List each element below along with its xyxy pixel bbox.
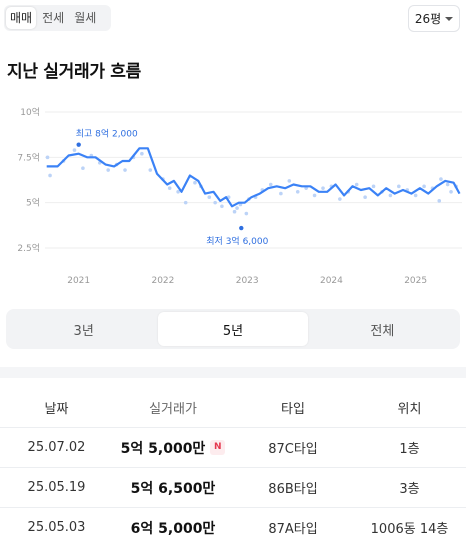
transaction-table: 날짜 실거래가 타입 위치 25.07.02 5억 5,000만 N 87C타입… <box>0 388 466 542</box>
scatter-point <box>295 189 300 194</box>
x-tick-label: 2023 <box>236 276 259 286</box>
size-dropdown-value: 26평 <box>414 12 442 26</box>
scatter-point <box>449 189 453 194</box>
scatter-point <box>176 189 180 194</box>
row-type: 87C타입 <box>268 442 318 457</box>
scatter-point <box>312 193 317 198</box>
scatter-point <box>106 168 110 172</box>
table-row[interactable]: 25.05.19 5억 6,500만 86B타입 3층 <box>0 468 466 508</box>
table-row[interactable]: 25.07.02 5억 5,000만 N 87C타입 1층 <box>0 428 466 468</box>
scatter-point <box>321 186 325 190</box>
max-point <box>76 142 81 147</box>
min-annotation-label: 최저 3억 6,000 <box>206 235 268 247</box>
tab-sale[interactable]: 매매 <box>6 7 37 29</box>
price-trend-chart: 10억 7.5억 5억 2.5억 2021 2022 2023 2024 2025 최고 8억 2… <box>17 106 462 286</box>
chevron-down-icon <box>445 16 454 21</box>
scatter-point <box>354 182 359 187</box>
tab-monthly-rent[interactable]: 월세 <box>74 11 97 25</box>
max-annotation-label: 최고 8억 2,000 <box>76 128 138 140</box>
row-location: 1006동 14층 <box>370 522 449 537</box>
x-tick-label: 2021 <box>67 276 90 286</box>
section-divider <box>0 367 466 378</box>
scatter-point <box>445 182 450 187</box>
header-date: 날짜 <box>44 402 69 417</box>
scatter-point <box>213 200 217 205</box>
row-price: 5억 5,000만 N <box>113 438 233 458</box>
scatter-point <box>413 193 418 198</box>
scatter-point <box>148 168 153 172</box>
row-location: 1층 <box>399 442 420 457</box>
scatter-point <box>363 195 367 200</box>
size-dropdown[interactable]: 26평 <box>408 5 460 32</box>
y-tick-label: 2.5억 <box>17 242 40 254</box>
scatter-point <box>268 182 273 187</box>
row-price-value: 5억 5,000만 <box>120 440 206 457</box>
scatter-point <box>123 168 127 172</box>
row-price: 5억 6,500만 <box>113 478 233 498</box>
row-date: 25.05.03 <box>27 520 86 535</box>
row-date: 25.05.19 <box>27 480 86 495</box>
row-location: 3층 <box>399 482 420 497</box>
period-selector: 3년 5년 전체 <box>6 309 460 349</box>
y-tick-label: 10억 <box>20 106 40 118</box>
scatter-point <box>232 209 237 214</box>
scatter-point <box>279 191 283 196</box>
table-header-row: 날짜 실거래가 타입 위치 <box>0 388 466 428</box>
x-tick-label: 2024 <box>320 276 343 286</box>
table-row[interactable]: 25.05.03 6억 5,000만 87A타입 1006동 14층 <box>0 508 466 542</box>
scatter-point <box>235 206 239 210</box>
scatter-point <box>167 186 172 190</box>
scatter-point <box>338 197 342 201</box>
period-3y-button[interactable]: 3년 <box>73 323 94 339</box>
row-date: 25.07.02 <box>27 440 86 455</box>
header-location: 위치 <box>397 402 422 417</box>
x-tick-label: 2025 <box>404 276 427 286</box>
scatter-point <box>388 193 393 198</box>
price-line <box>46 147 461 208</box>
tab-jeonse[interactable]: 전세 <box>42 11 65 25</box>
deal-type-tabs: 매매 전세 월세 <box>4 5 111 31</box>
scatter-point <box>81 166 85 171</box>
min-point <box>239 225 244 231</box>
scatter-point <box>397 184 401 189</box>
scatter-point <box>244 211 249 216</box>
new-badge: N <box>210 440 226 455</box>
period-5y-button[interactable]: 5년 <box>158 312 308 346</box>
y-tick-label: 5억 <box>26 197 40 209</box>
x-tick-label: 2022 <box>151 276 174 286</box>
period-all-button[interactable]: 전체 <box>370 323 395 339</box>
row-price: 6억 5,000만 <box>113 518 233 538</box>
scatter-point <box>48 173 52 178</box>
row-type: 86B타입 <box>268 482 318 497</box>
section-title: 지난 실거래가 흐름 <box>7 62 141 82</box>
y-tick-label: 7.5억 <box>17 151 40 163</box>
scatter-point <box>45 155 50 160</box>
scatter-point <box>140 151 144 156</box>
scatter-point <box>72 148 77 152</box>
row-price-value: 5억 6,500만 <box>130 480 216 497</box>
scatter-point <box>183 200 188 205</box>
scatter-point <box>287 179 292 183</box>
header-type: 타입 <box>281 402 305 417</box>
row-type: 87A타입 <box>268 522 318 537</box>
scatter-point <box>422 184 426 189</box>
scatter-point <box>207 195 212 200</box>
scatter-point <box>371 184 376 189</box>
row-price-value: 6억 5,000만 <box>130 520 216 537</box>
scatter-point <box>437 199 442 203</box>
header-price: 실거래가 <box>149 402 197 417</box>
scatter-point <box>439 177 443 181</box>
scatter-point <box>193 180 197 185</box>
scatter-point <box>220 204 224 209</box>
